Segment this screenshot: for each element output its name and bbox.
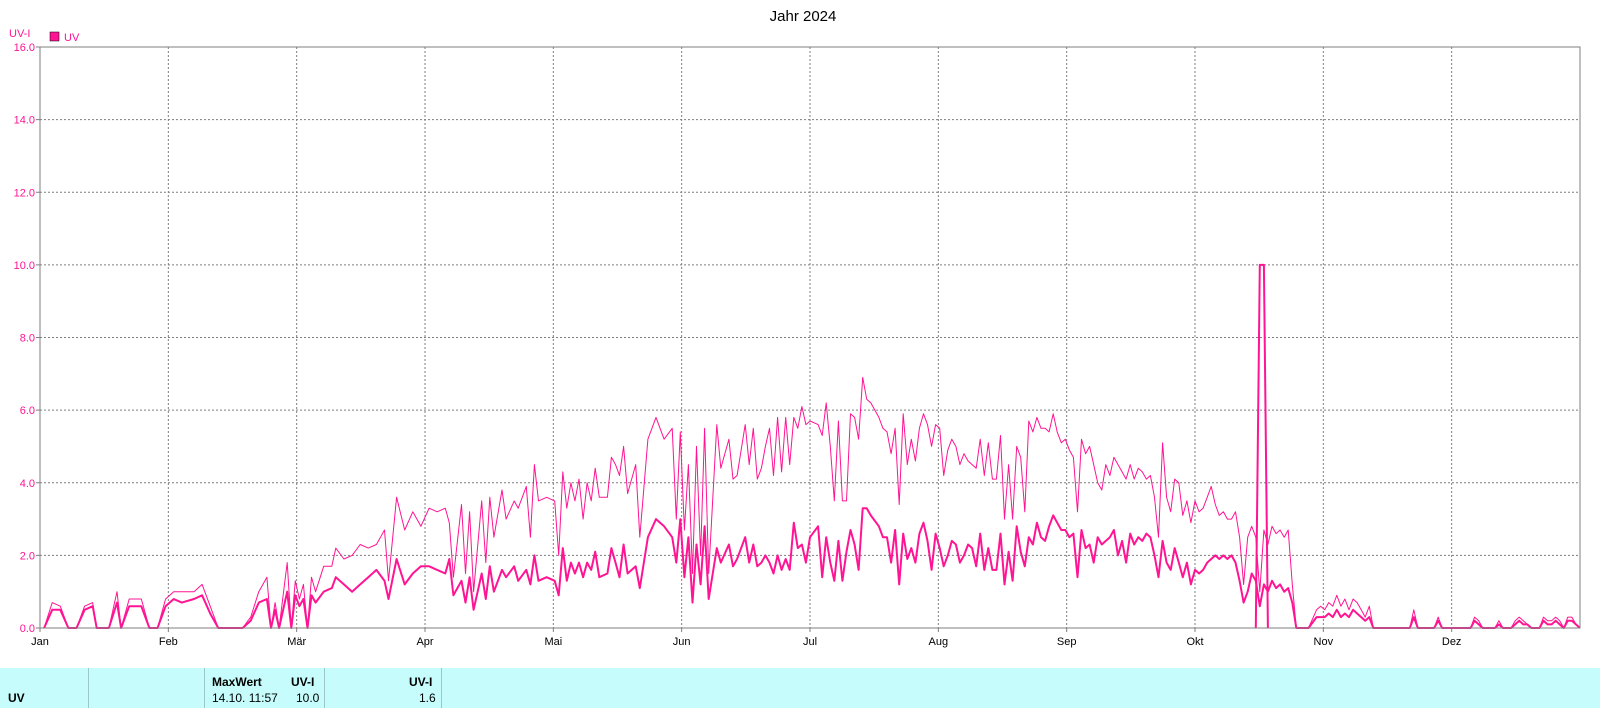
y-axis-unit-label: UV-I <box>9 28 30 40</box>
x-tick-label: Jul <box>803 636 817 648</box>
y-tick-label: 8.0 <box>20 333 35 345</box>
x-tick-label: Feb <box>159 636 178 648</box>
summary-bar: MaxWert UV-I UV-I UV 14.10. 11:57 10.0 1… <box>0 668 1600 708</box>
series-line-peak <box>1254 263 1269 629</box>
x-tick-label: Dez <box>1442 636 1462 648</box>
x-tick-label: Okt <box>1186 636 1203 648</box>
series-line-mean <box>43 507 1581 629</box>
x-tick-label: Mai <box>544 636 562 648</box>
x-tick-label: Sep <box>1057 636 1077 648</box>
summary-max-datetime: 14.10. 11:57 <box>212 691 278 705</box>
y-tick-label: 4.0 <box>20 478 35 490</box>
x-tick-label: Mär <box>287 636 306 648</box>
summary-unit-header: UV-I <box>291 675 315 689</box>
y-tick-labels: 0.0 2.0 4.0 6.0 8.0 10.0 12.0 14.0 16.0 <box>14 42 35 635</box>
y-tick-label: 14.0 <box>14 115 35 127</box>
legend-swatch <box>49 31 60 42</box>
series-line-max <box>43 376 1581 629</box>
series-lines <box>43 263 1581 629</box>
y-tick-label: 16.0 <box>14 42 35 54</box>
legend-label: UV <box>64 32 80 44</box>
summary-divider <box>204 668 205 708</box>
y-tick-label: 12.0 <box>14 187 35 199</box>
y-tick-label: 0.0 <box>20 623 35 635</box>
y-tick-label: 6.0 <box>20 405 35 417</box>
y-tick-label: 10.0 <box>14 260 35 272</box>
x-tick-label: Aug <box>929 636 949 648</box>
chart-title: Jahr 2024 <box>770 8 837 25</box>
summary-max-header: MaxWert <box>212 675 262 689</box>
x-tick-label: Nov <box>1314 636 1334 648</box>
summary-row-label: UV <box>8 691 25 705</box>
uv-year-chart: Jahr 2024 UV-I UV 0.0 2.0 4.0 6.0 8.0 10.0 12.… <box>9 8 1581 648</box>
summary-mean-value: 1.6 <box>419 691 436 705</box>
summary-divider <box>324 668 325 708</box>
x-tick-label: Apr <box>416 636 433 648</box>
summary-max-value: 10.0 <box>296 691 320 705</box>
y-tick-label: 2.0 <box>20 550 35 562</box>
x-tick-labels: Jan Feb Mär Apr Mai Jun Jul Aug Sep Okt Nov Dez <box>31 636 1461 648</box>
plot-frame <box>39 46 1581 629</box>
x-tick-label: Jan <box>31 636 49 648</box>
summary-unit-header: UV-I <box>409 675 433 689</box>
x-tick-label: Jun <box>673 636 691 648</box>
summary-divider <box>88 668 89 708</box>
summary-divider <box>441 668 442 708</box>
